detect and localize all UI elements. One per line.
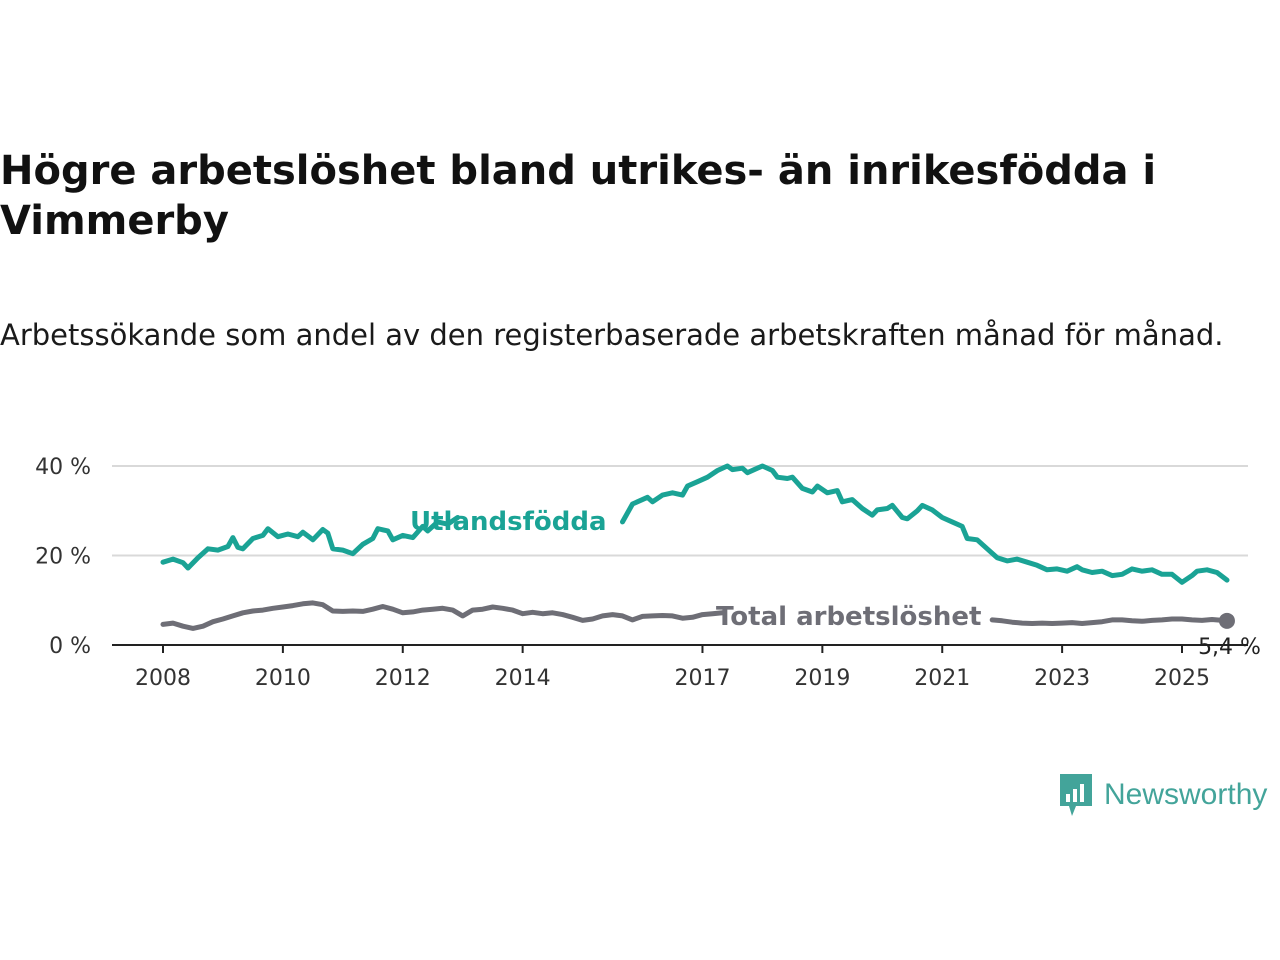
series-label-utlandsfodda: Utlandsfödda <box>410 507 607 537</box>
x-tick-label: 2008 <box>135 666 191 691</box>
chart-subtitle: Arbetssökande som andel av den registerb… <box>0 318 1224 352</box>
x-tick-label: 2023 <box>1034 666 1090 691</box>
x-tick-label: 2010 <box>255 666 311 691</box>
x-tick-label: 2019 <box>794 666 850 691</box>
chart-title: Högre arbetslöshet bland utrikes- än inr… <box>0 148 1157 244</box>
series-lines <box>160 463 1230 631</box>
series-label-total: Total arbetslöshet <box>716 602 981 632</box>
series-line-utlandsfodda <box>160 463 1230 585</box>
x-axis: 0 % 20 % 40 % 2008 2010 2012 2014 2017 2019 2021 2… <box>35 455 1248 691</box>
x-tick-label: 2025 <box>1154 666 1210 691</box>
line-chart: 0 % 20 % 40 % 2008 2010 2012 2014 2017 2019 2021 2… <box>35 455 1261 691</box>
gridlines <box>112 465 1248 557</box>
series-labels: Utlandsfödda Total arbetslöshet 5,4 % <box>410 507 1261 660</box>
end-value-label: 5,4 % <box>1198 635 1261 660</box>
series-line-total <box>160 600 1230 631</box>
brand-name: Newsworthy <box>1104 778 1268 811</box>
end-point-marker <box>1218 612 1235 629</box>
y-tick-label: 40 % <box>35 455 91 480</box>
x-tick-label: 2014 <box>495 666 551 691</box>
y-tick-label: 20 % <box>35 545 91 570</box>
x-tick-label: 2012 <box>375 666 431 691</box>
brand-logo: Newsworthy <box>1058 772 1267 818</box>
x-tick-label: 2017 <box>674 666 730 691</box>
newsworthy-logo-icon <box>1060 774 1092 816</box>
x-tick-label: 2021 <box>914 666 970 691</box>
y-tick-label: 0 % <box>49 634 91 659</box>
